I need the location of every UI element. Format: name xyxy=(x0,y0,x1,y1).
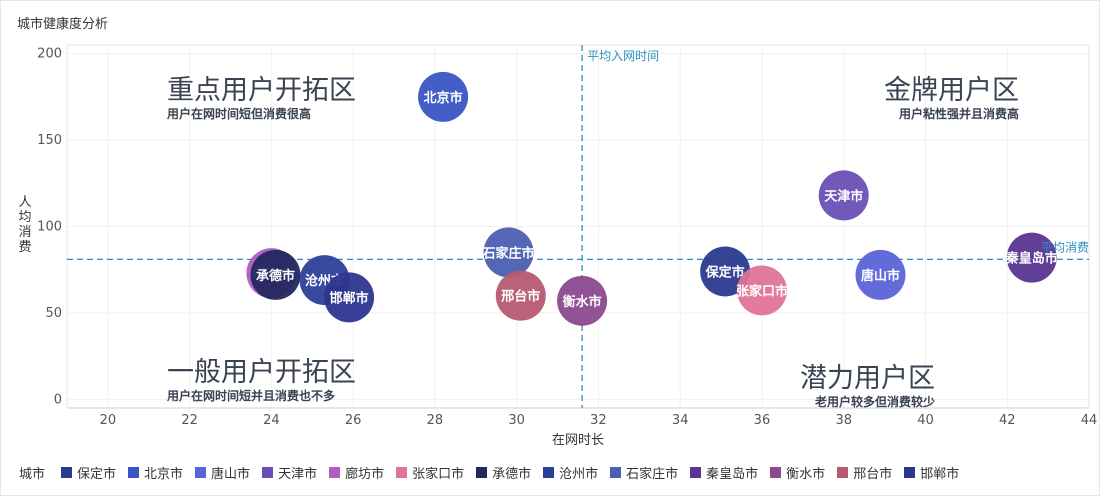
city-bubble xyxy=(483,227,534,278)
city-bubble xyxy=(418,71,469,122)
legend-swatch xyxy=(837,467,849,478)
city-bubble xyxy=(855,249,906,300)
quadrant-subtitle: 用户在网时间短并且消费也不多 xyxy=(166,388,335,403)
legend-item[interactable]: 天津市 xyxy=(262,463,317,482)
legend-label: 秦皇岛市 xyxy=(706,467,759,482)
x-tick-label: 36 xyxy=(754,413,771,428)
legend-item[interactable]: 廊坊市 xyxy=(329,463,384,482)
y-axis-label: 均 xyxy=(18,210,31,225)
y-axis-label: 消 xyxy=(18,225,31,240)
x-tick-label: 20 xyxy=(100,413,117,428)
city-bubble-label: 唐山市 xyxy=(861,268,900,284)
legend-item[interactable]: 秦皇岛市 xyxy=(690,463,758,482)
x-tick-label: 28 xyxy=(427,413,444,428)
legend-item[interactable]: 邢台市 xyxy=(837,463,892,482)
page-title: 城市健康度分析 xyxy=(17,17,109,32)
x-tick-label: 40 xyxy=(917,413,934,428)
legend-swatch xyxy=(61,467,73,478)
legend-label: 石家庄市 xyxy=(626,467,679,482)
avg-time-label: 平均入网时间 xyxy=(587,49,659,63)
city-bubble-label: 北京市 xyxy=(424,90,463,106)
y-axis-label: 费 xyxy=(18,240,31,255)
y-axis-label: 人 xyxy=(18,195,31,210)
y-tick-label: 100 xyxy=(37,220,62,235)
x-tick-label: 38 xyxy=(835,413,852,428)
quadrant-subtitle: 用户在网时间短但消费很高 xyxy=(166,106,311,121)
x-tick-label: 32 xyxy=(590,413,607,428)
quadrant-title: 一般用户开拓区 xyxy=(167,357,356,388)
x-tick-label: 34 xyxy=(672,413,689,428)
legend-label: 天津市 xyxy=(278,467,318,482)
city-bubble xyxy=(495,270,546,321)
legend-label: 廊坊市 xyxy=(345,467,385,482)
city-bubble xyxy=(324,272,375,323)
legend-item[interactable]: 承德市 xyxy=(476,463,531,482)
x-tick-label: 24 xyxy=(263,413,280,428)
city-bubble-label: 秦皇岛市 xyxy=(1005,251,1058,267)
legend-label: 唐山市 xyxy=(211,467,251,482)
legend-item[interactable]: 沧州市 xyxy=(543,463,598,482)
legend-label: 北京市 xyxy=(144,467,184,482)
x-tick-label: 22 xyxy=(181,413,198,428)
legend-swatch xyxy=(476,467,488,478)
legend-item[interactable]: 北京市 xyxy=(128,463,183,482)
x-tick-label: 44 xyxy=(1081,413,1098,428)
legend-item[interactable]: 唐山市 xyxy=(195,463,250,482)
city-bubble xyxy=(1006,232,1057,283)
legend-swatch xyxy=(128,467,140,478)
legend-swatch xyxy=(396,467,408,478)
legend-swatch xyxy=(610,467,622,478)
city-bubble xyxy=(250,249,301,300)
quadrant-title: 金牌用户区 xyxy=(884,75,1019,106)
x-axis-label: 在网时长 xyxy=(552,433,604,448)
legend-swatch xyxy=(904,467,916,478)
legend-swatch xyxy=(543,467,555,478)
y-tick-label: 150 xyxy=(37,133,62,148)
legend-item[interactable]: 张家口市 xyxy=(396,463,464,482)
city-bubble-label: 衡水市 xyxy=(563,294,602,310)
legend: 城市 保定市 北京市 唐山市 天津市 廊坊市 张家口市 承德市 沧州市 石家庄市 秦皇岛市 衡水市 邢… xyxy=(19,463,971,482)
scatter-plot: 20 22 24 26 28 30 32 34 36 38 40 42 44 0 50 100 150 200 在网… xyxy=(18,44,1098,448)
city-bubble xyxy=(818,170,869,221)
quadrant-title: 潜力用户区 xyxy=(800,363,935,394)
legend-label: 衡水市 xyxy=(786,467,826,482)
city-bubble-label: 天津市 xyxy=(824,188,863,204)
legend-swatch xyxy=(195,467,207,478)
x-tick-label: 30 xyxy=(508,413,525,428)
city-bubble-label: 邢台市 xyxy=(501,289,540,305)
quadrant-subtitle: 用户粘性强并且消费高 xyxy=(898,106,1019,121)
city-bubble xyxy=(557,275,608,326)
legend-label: 邢台市 xyxy=(853,467,893,482)
legend-item[interactable]: 衡水市 xyxy=(770,463,825,482)
legend-swatch xyxy=(690,467,702,478)
legend-swatch xyxy=(329,467,341,478)
quadrant-subtitle: 老用户较多但消费较少 xyxy=(815,394,935,409)
city-bubble-label: 张家口市 xyxy=(736,283,788,299)
legend-item[interactable]: 保定市 xyxy=(61,463,116,482)
city-bubble xyxy=(736,265,787,316)
legend-label: 承德市 xyxy=(492,467,532,482)
city-bubble-label: 邯郸市 xyxy=(330,290,369,306)
quadrant-title: 重点用户开拓区 xyxy=(167,75,356,106)
y-tick-label: 0 xyxy=(54,392,62,407)
legend-label: 保定市 xyxy=(77,467,117,482)
y-tick-label: 200 xyxy=(37,47,62,62)
x-tick-label: 42 xyxy=(999,413,1016,428)
y-tick-label: 50 xyxy=(45,306,62,321)
avg-spend-label: 平均消费 xyxy=(1041,240,1089,254)
legend-label: 邯郸市 xyxy=(920,467,960,482)
legend-swatch xyxy=(770,467,782,478)
legend-item[interactable]: 邯郸市 xyxy=(904,463,959,482)
legend-item[interactable]: 石家庄市 xyxy=(610,463,678,482)
city-bubble-label: 石家庄市 xyxy=(481,245,534,261)
legend-label: 沧州市 xyxy=(559,467,599,482)
city-bubble-label: 承德市 xyxy=(256,268,295,284)
legend-label: 张家口市 xyxy=(412,467,465,482)
city-bubble-label: 保定市 xyxy=(705,264,745,280)
x-tick-label: 26 xyxy=(345,413,362,428)
legend-title: 城市 xyxy=(19,467,46,482)
city-bubble xyxy=(700,246,751,297)
legend-swatch xyxy=(262,467,274,478)
